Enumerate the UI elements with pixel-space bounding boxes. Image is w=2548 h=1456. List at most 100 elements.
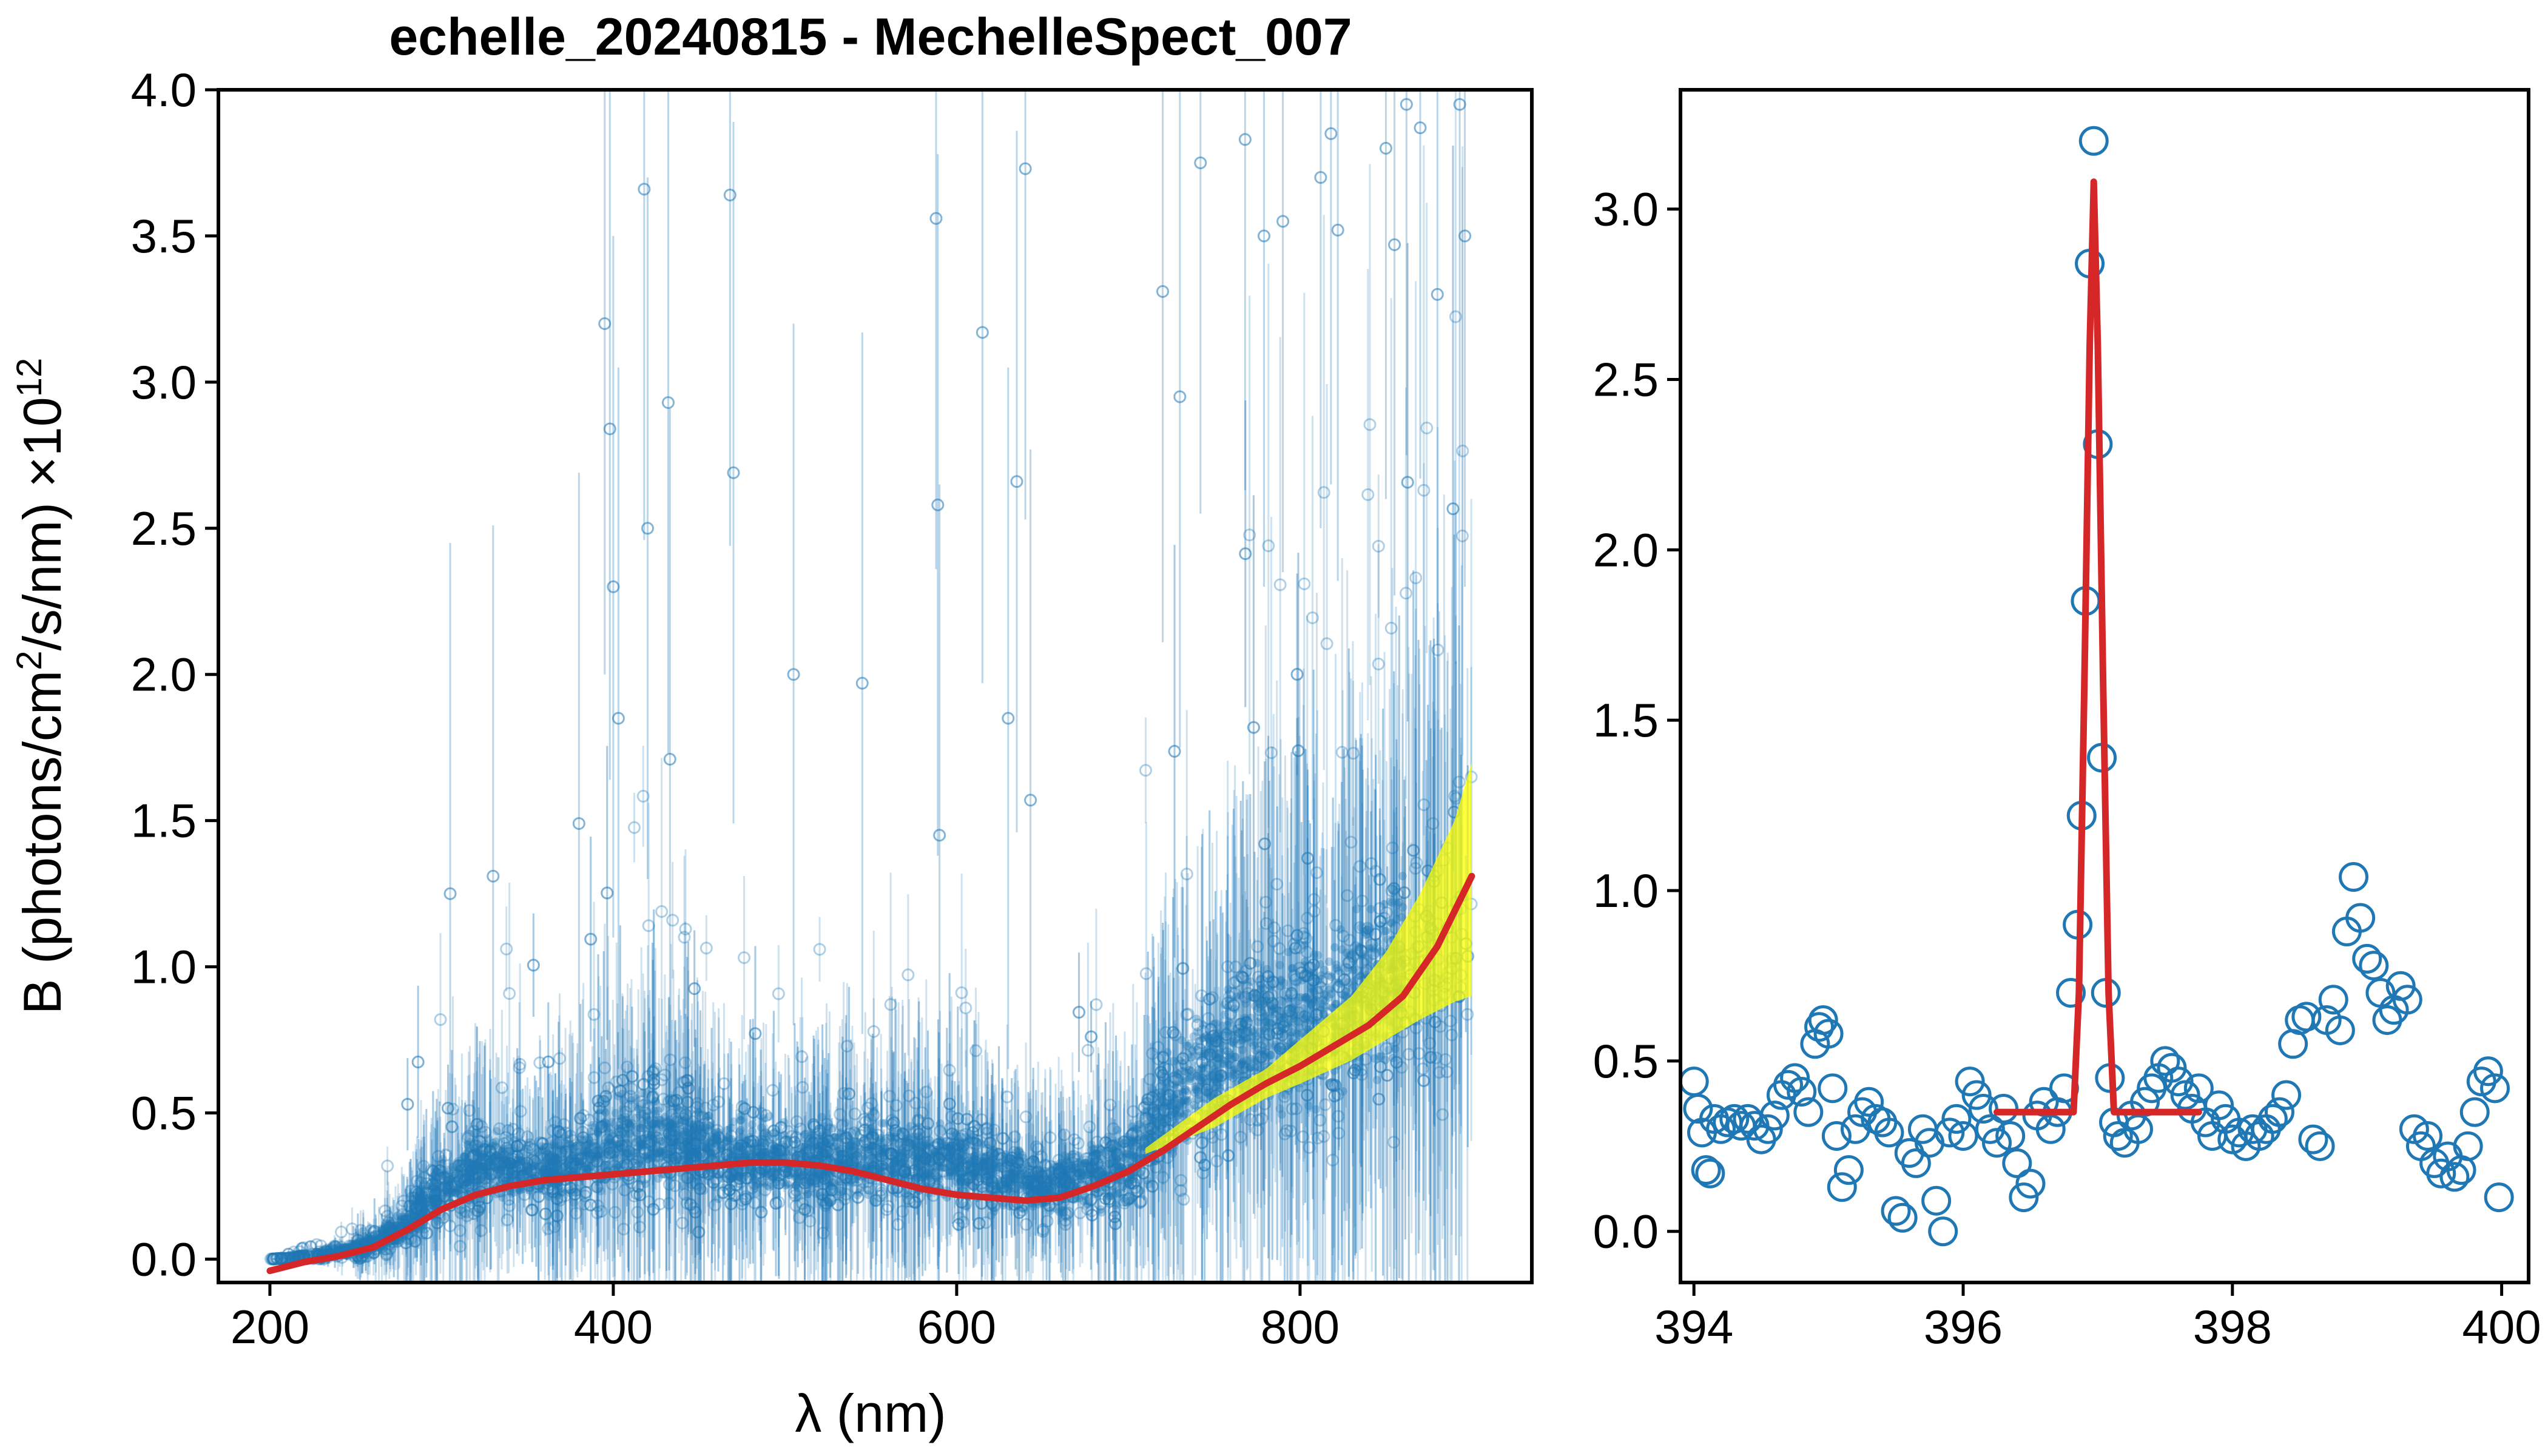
spectrum-point xyxy=(1365,938,1378,951)
spectrum-point xyxy=(1248,989,1261,1002)
spectrum-point xyxy=(1446,502,1460,516)
spectrum-point xyxy=(1145,1047,1159,1060)
spectrum-point xyxy=(1319,1098,1332,1111)
spectrum-point xyxy=(930,1167,943,1181)
spectrum-point xyxy=(433,1217,442,1226)
spectrum-point xyxy=(661,1149,675,1162)
spectrum-point xyxy=(779,1136,792,1149)
spectrum-point xyxy=(980,1144,994,1157)
spectrum-point xyxy=(431,1168,444,1181)
spectrum-point xyxy=(769,1197,783,1210)
spectrum-point xyxy=(1057,1128,1071,1142)
spectrum-point xyxy=(951,1112,965,1125)
spectrum-point xyxy=(1171,1090,1184,1103)
spectrum-point xyxy=(553,1125,566,1139)
spectrum-point xyxy=(1107,1122,1120,1135)
spectrum-point xyxy=(948,1138,961,1151)
spectrum-point xyxy=(587,1008,601,1021)
spectrum-point xyxy=(889,1124,902,1137)
spectrum-point xyxy=(420,1227,433,1240)
spectrum-point xyxy=(1031,1165,1045,1179)
spectrum-point xyxy=(627,1189,641,1202)
spectrum-point xyxy=(498,1150,511,1164)
spectrum-point xyxy=(1139,967,1153,980)
spectrum-point xyxy=(453,1224,467,1238)
spectrum-point xyxy=(732,1142,746,1155)
spectrum-point xyxy=(528,1154,541,1168)
spectrum-point xyxy=(412,1187,425,1201)
spectrum-point xyxy=(1278,1127,1292,1141)
spectrum-point xyxy=(690,1177,703,1190)
spectrum-point xyxy=(473,1201,487,1214)
spectrum-point xyxy=(1440,1065,1454,1079)
spectrum-point xyxy=(521,1144,534,1158)
spectrum-point xyxy=(1301,969,1314,983)
spectrum-point xyxy=(1196,1056,1209,1069)
spectrum-point xyxy=(670,1094,683,1107)
spectrum-point xyxy=(918,1155,931,1168)
spectrum-point xyxy=(1005,1151,1019,1165)
spectrum-point xyxy=(1019,1218,1033,1231)
spectrum-point xyxy=(1241,982,1254,995)
spectrum-point xyxy=(841,1154,854,1167)
spectrum-point xyxy=(521,1156,534,1170)
spectrum-point xyxy=(1127,1105,1140,1118)
spectrum-point xyxy=(1068,1133,1081,1147)
spectrum-point xyxy=(1179,1058,1192,1071)
spectrum-point xyxy=(1063,1177,1076,1190)
spectrum-point xyxy=(1281,924,1295,937)
spectrum-point xyxy=(1130,1128,1144,1142)
spectrum-point xyxy=(1239,990,1252,1003)
spectrum-point xyxy=(1139,1112,1152,1125)
spectrum-point xyxy=(380,1221,394,1234)
spectrum-point xyxy=(915,1149,929,1162)
spectrum-point xyxy=(1431,643,1444,656)
spectrum-point xyxy=(910,1125,923,1138)
spectrum-point xyxy=(1167,1026,1180,1039)
spectrum-point xyxy=(735,1139,748,1152)
spectrum-point xyxy=(1255,996,1268,1009)
spectrum-point xyxy=(881,1200,895,1213)
spectrum-point xyxy=(925,1153,939,1167)
spectrum-point xyxy=(839,1138,852,1151)
spectrum-point xyxy=(721,1148,734,1162)
spectrum-point xyxy=(716,1186,730,1199)
spectrum-point xyxy=(1124,1191,1137,1204)
spectrum-point xyxy=(967,1178,980,1191)
spectrum-point xyxy=(864,1154,878,1167)
spectrum-point xyxy=(684,1150,698,1164)
spectrum-point xyxy=(1009,1162,1022,1176)
spectrum-point xyxy=(429,1194,442,1207)
spectrum-point xyxy=(996,1181,1009,1194)
spectrum-point xyxy=(1144,1073,1157,1086)
spectrum-point xyxy=(765,1112,774,1121)
spectrum-point xyxy=(721,1170,735,1184)
spectrum-point xyxy=(1102,1193,1116,1206)
spectrum-point xyxy=(632,1180,645,1193)
spectrum-point xyxy=(1310,986,1324,999)
spectrum-point xyxy=(603,1146,616,1159)
spectrum-point xyxy=(297,1241,310,1255)
spectrum-point xyxy=(1276,1016,1289,1029)
spectrum-point xyxy=(1105,1140,1118,1153)
spectrum-point xyxy=(835,1144,849,1158)
spectrum-point xyxy=(1053,1167,1067,1180)
spectrum-point xyxy=(746,1181,759,1195)
spectrum-point xyxy=(1391,888,1404,901)
left-plot-area xyxy=(264,90,1478,1282)
spectrum-point xyxy=(555,1159,568,1173)
spectrum-point xyxy=(1307,974,1320,987)
spectrum-point xyxy=(514,1163,528,1176)
spectrum-point xyxy=(439,1148,453,1162)
spectrum-point xyxy=(351,1233,365,1247)
spectrum-point xyxy=(1039,1158,1052,1171)
spectrum-point xyxy=(796,1080,809,1094)
spectrum-point xyxy=(773,1144,786,1157)
spectrum-point xyxy=(396,1208,409,1221)
spectrum-point xyxy=(329,1240,342,1253)
spectrum-point xyxy=(1266,976,1279,989)
spectrum-point xyxy=(467,1150,480,1164)
spectrum-point xyxy=(1261,970,1275,983)
spectrum-point xyxy=(1005,1154,1019,1168)
